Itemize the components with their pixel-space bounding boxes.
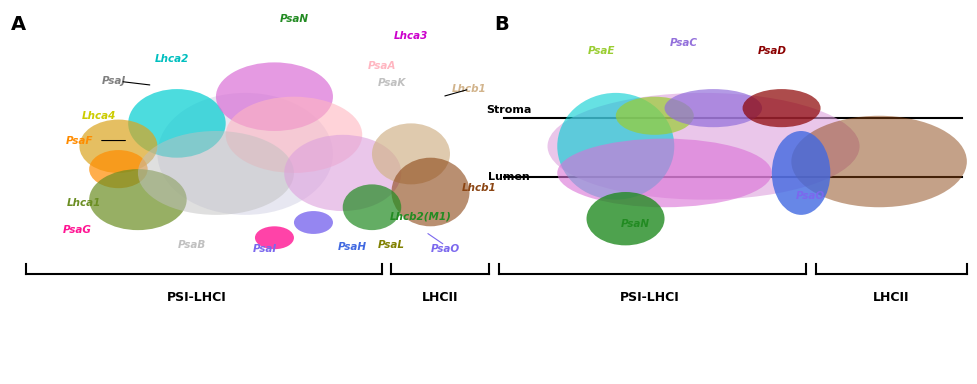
Ellipse shape xyxy=(771,131,829,215)
Text: PsaN: PsaN xyxy=(620,219,649,229)
Text: Lhcb2(M1): Lhcb2(M1) xyxy=(390,212,451,222)
Text: PsaH: PsaH xyxy=(338,242,366,252)
Ellipse shape xyxy=(547,93,859,200)
Ellipse shape xyxy=(138,131,294,215)
Ellipse shape xyxy=(255,226,294,249)
Text: PsaD: PsaD xyxy=(756,46,786,56)
Ellipse shape xyxy=(586,192,663,245)
Text: PSI-LHCI: PSI-LHCI xyxy=(619,291,679,304)
Ellipse shape xyxy=(742,89,820,127)
Text: PsaK: PsaK xyxy=(377,78,405,88)
Ellipse shape xyxy=(557,93,673,200)
Text: Lumen: Lumen xyxy=(488,172,529,182)
Text: PsaC: PsaC xyxy=(669,38,698,48)
Text: LHCII: LHCII xyxy=(421,291,458,304)
Text: PsaO: PsaO xyxy=(795,191,825,201)
Text: A: A xyxy=(11,15,26,34)
Text: PsaA: PsaA xyxy=(367,61,396,71)
Ellipse shape xyxy=(294,211,332,234)
Text: LHCII: LHCII xyxy=(871,291,908,304)
Ellipse shape xyxy=(89,150,148,188)
Text: PsaL: PsaL xyxy=(377,240,404,250)
Ellipse shape xyxy=(342,184,401,230)
Text: Lhca3: Lhca3 xyxy=(394,31,428,41)
Ellipse shape xyxy=(790,116,966,207)
Ellipse shape xyxy=(616,97,693,135)
Ellipse shape xyxy=(157,93,332,215)
Ellipse shape xyxy=(371,123,449,184)
Ellipse shape xyxy=(663,89,761,127)
Ellipse shape xyxy=(284,135,401,211)
Text: Lhca1: Lhca1 xyxy=(67,199,102,209)
Text: PsaE: PsaE xyxy=(587,46,615,56)
Ellipse shape xyxy=(128,89,226,158)
Ellipse shape xyxy=(89,169,187,230)
Text: B: B xyxy=(493,15,508,34)
Text: PsaF: PsaF xyxy=(65,136,93,146)
Text: PsaJ: PsaJ xyxy=(102,76,125,86)
Text: PsaB: PsaB xyxy=(177,240,205,250)
Text: Lhcb1: Lhcb1 xyxy=(451,84,487,94)
Ellipse shape xyxy=(79,119,157,173)
Text: Stroma: Stroma xyxy=(486,105,531,115)
Text: PsaI: PsaI xyxy=(252,244,276,254)
Text: PsaO: PsaO xyxy=(430,244,459,254)
Text: PsaG: PsaG xyxy=(63,225,92,235)
Text: PSI-LHCI: PSI-LHCI xyxy=(166,291,226,304)
Ellipse shape xyxy=(557,139,771,207)
Ellipse shape xyxy=(216,62,332,131)
Text: Lhcb1: Lhcb1 xyxy=(461,183,496,193)
Text: Lhca4: Lhca4 xyxy=(82,111,116,121)
Ellipse shape xyxy=(226,97,361,173)
Text: PsaN: PsaN xyxy=(279,13,308,23)
Text: Lhca2: Lhca2 xyxy=(154,54,189,64)
Ellipse shape xyxy=(391,158,469,226)
